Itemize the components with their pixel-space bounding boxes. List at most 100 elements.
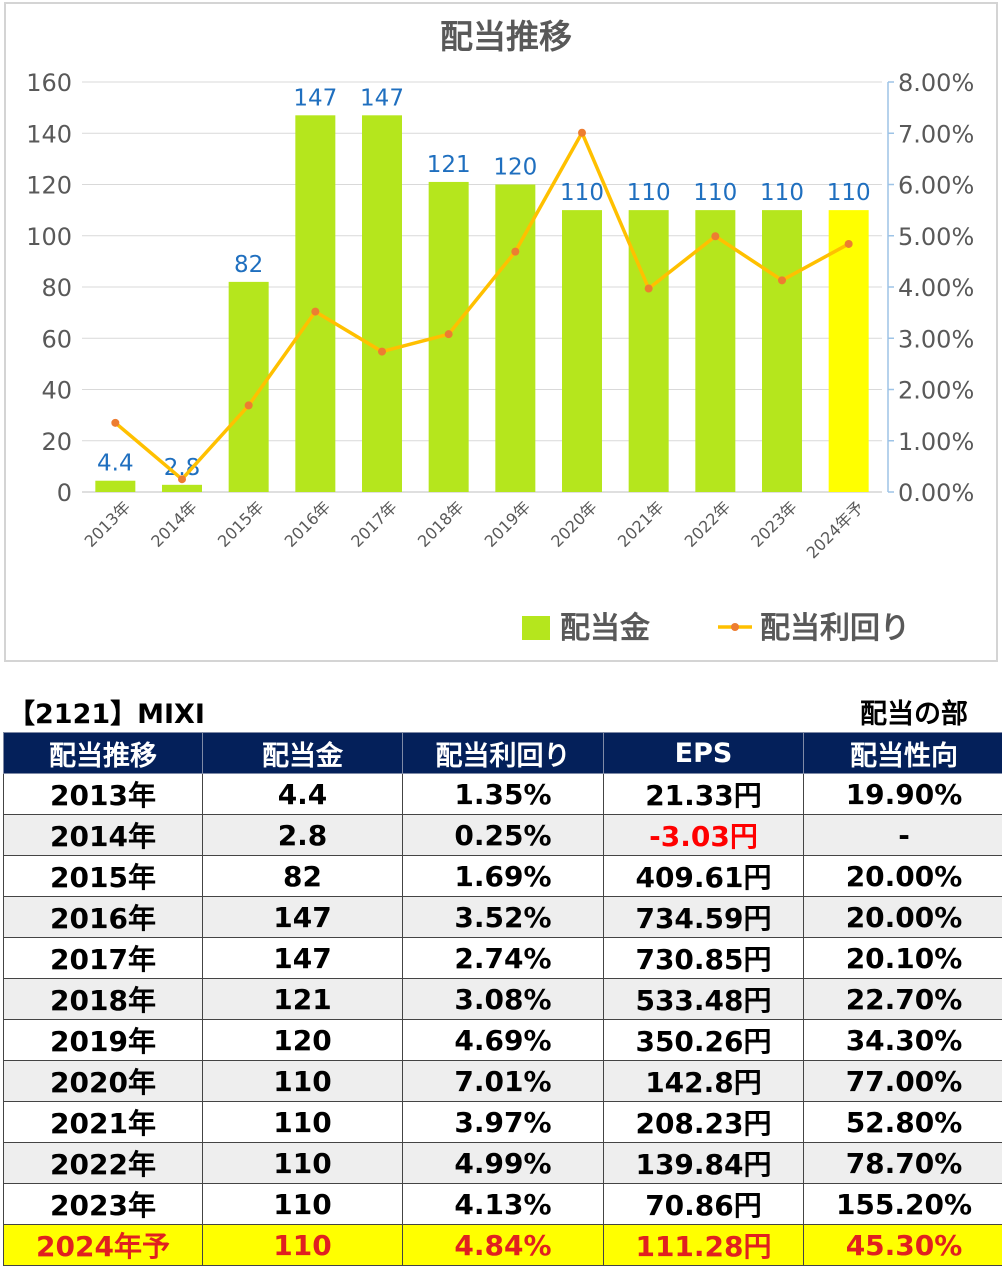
yield-point [445,330,453,338]
cell-payout: 20.00% [804,856,1002,897]
y-right-tick-label: 6.00% [898,172,974,200]
cell-payout: 155.20% [804,1184,1002,1225]
y-right-tick-label: 4.00% [898,274,974,302]
header-dividend: 配当金 [203,733,403,774]
cell-year: 2022年 [4,1143,203,1184]
yield-point [711,232,719,240]
bar [95,481,135,492]
bar-data-label: 121 [427,152,471,178]
cell-eps: 533.48円 [604,979,804,1020]
bar-data-label: 82 [234,252,263,278]
cell-payout: 22.70% [804,979,1002,1020]
bar-data-label: 110 [827,180,871,206]
cell-dividend: 110 [203,1102,403,1143]
bar-data-label: 110 [760,180,804,206]
cell-dividend: 120 [203,1020,403,1061]
cell-year: 2017年 [4,938,203,979]
x-tick-label: 2017年 [347,497,401,551]
bar-data-label: 110 [560,180,604,206]
bar [162,485,202,492]
x-tick-label: 2013年 [81,497,135,551]
y-right-tick-label: 8.00% [898,69,974,97]
y-right-tick-label: 2.00% [898,377,974,405]
company-title: 【2121】MIXI [8,692,205,731]
y-left-tick-label: 100 [26,223,72,251]
bar-data-label: 147 [360,85,404,111]
yield-point [778,276,786,284]
y-right-tick-label: 3.00% [898,325,974,353]
cell-year: 2016年 [4,897,203,938]
yield-point [178,475,186,483]
cell-payout: 20.10% [804,938,1002,979]
yield-point [111,419,119,427]
bar [762,210,802,492]
cell-eps: 142.8円 [604,1061,804,1102]
cell-dividend: 147 [203,938,403,979]
yield-point [311,308,319,316]
x-tick-label: 2016年 [281,497,335,551]
cell-year: 2024年予 [4,1225,203,1266]
header-eps: EPS [604,733,804,774]
cell-dividend: 4.4 [203,774,403,815]
x-tick-label: 2020年 [547,497,601,551]
cell-eps: 111.28円 [604,1225,804,1266]
cell-year: 2014年 [4,815,203,856]
y-left-tick-label: 80 [41,274,72,302]
yield-point [845,240,853,248]
y-right-tick-label: 0.00% [898,479,974,507]
cell-year: 2013年 [4,774,203,815]
x-tick-label: 2018年 [414,497,468,551]
cell-payout: 45.30% [804,1225,1002,1266]
x-tick-label: 2019年 [481,497,535,551]
y-left-tick-label: 160 [26,69,72,97]
y-right-tick-label: 5.00% [898,223,974,251]
cell-yield: 0.25% [403,815,604,856]
cell-dividend: 110 [203,1061,403,1102]
cell-year: 2019年 [4,1020,203,1061]
cell-yield: 3.52% [403,897,604,938]
cell-dividend: 147 [203,897,403,938]
cell-payout: 34.30% [804,1020,1002,1061]
cell-payout: 19.90% [804,774,1002,815]
cell-yield: 2.74% [403,938,604,979]
bar-data-label: 4.4 [97,451,134,477]
cell-eps: 139.84円 [604,1143,804,1184]
cell-yield: 3.97% [403,1102,604,1143]
chart-title: 配当推移 [440,17,572,56]
cell-dividend: 110 [203,1143,403,1184]
cell-yield: 3.08% [403,979,604,1020]
header-yield: 配当利回り [403,733,604,774]
cell-payout: 52.80% [804,1102,1002,1143]
legend-line-label: 配当利回り [760,611,910,646]
legend-bar-swatch [522,616,550,640]
cell-eps: 409.61円 [604,856,804,897]
legend-line-marker [731,623,739,631]
cell-yield: 4.69% [403,1020,604,1061]
x-tick-label: 2015年 [214,497,268,551]
cell-eps: 70.86円 [604,1184,804,1225]
x-tick-label: 2021年 [614,497,668,551]
cell-eps: -3.03円 [604,815,804,856]
cell-yield: 4.99% [403,1143,604,1184]
cell-payout: 78.70% [804,1143,1002,1184]
cell-dividend: 110 [203,1184,403,1225]
y-left-tick-label: 60 [41,325,72,353]
cell-year: 2023年 [4,1184,203,1225]
cell-eps: 21.33円 [604,774,804,815]
cell-payout: 77.00% [804,1061,1002,1102]
legend-bar-label: 配当金 [560,611,651,646]
y-left-tick-label: 140 [26,120,72,148]
x-tick-label: 2014年 [147,497,201,551]
cell-yield: 1.35% [403,774,604,815]
cell-payout: 20.00% [804,897,1002,938]
